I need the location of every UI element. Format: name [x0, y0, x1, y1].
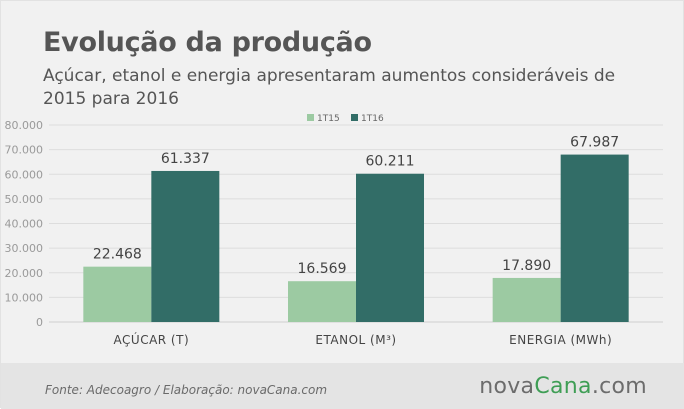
chart-title: Evolução da produção	[43, 27, 372, 58]
bar-1T16	[151, 170, 220, 322]
legend-swatch-1T15	[307, 114, 314, 121]
data-label-1T15: 16.569	[298, 261, 347, 277]
bar-1T15	[83, 266, 152, 322]
y-tick-label: 0	[36, 316, 43, 329]
logo-part-nova: nova	[479, 374, 535, 399]
bar-1T16	[560, 154, 629, 322]
bar-chart: 0 10.000 20.000 30.000 40.000 50.000 60.000 70.…	[5, 114, 663, 347]
data-label-1T15: 22.468	[93, 247, 142, 263]
y-tick-label: 20.000	[5, 267, 44, 280]
category-label: ENERGIA (MWh)	[509, 333, 612, 347]
bar-1T15	[492, 277, 561, 322]
footer: Fonte: Adecoagro / Elaboração: novaCana.…	[1, 363, 684, 409]
legend-swatch-1T16	[351, 114, 358, 121]
data-label-1T16: 61.337	[161, 151, 210, 167]
y-tick-label: 80.000	[5, 119, 44, 132]
bar-1T16	[356, 173, 424, 322]
data-label-1T16: 67.987	[570, 135, 619, 151]
bar-1T15	[288, 281, 356, 322]
y-tick-label: 60.000	[5, 168, 44, 181]
logo-part-domain: .com	[591, 374, 647, 399]
y-tick-label: 50.000	[5, 193, 44, 206]
source-note: Fonte: Adecoagro / Elaboração: novaCana.…	[45, 383, 328, 397]
y-tick-label: 10.000	[5, 291, 44, 304]
legend-label-1T16: 1T16	[361, 114, 384, 124]
y-tick-label: 40.000	[5, 218, 44, 231]
chart-subtitle: Açúcar, etanol e energia apresentaram au…	[43, 66, 616, 109]
novacana-logo: novaCana.com	[479, 374, 647, 399]
logo-part-cana: Cana	[534, 374, 592, 399]
category-label: AÇÚCAR (T)	[114, 332, 190, 347]
y-tick-label: 30.000	[5, 242, 44, 255]
y-tick-label: 70.000	[5, 144, 44, 157]
legend-label-1T15: 1T15	[317, 114, 340, 124]
data-label-1T16: 60.211	[366, 154, 415, 170]
category-label: ETANOL (M³)	[315, 333, 396, 347]
data-label-1T15: 17.890	[502, 258, 551, 274]
